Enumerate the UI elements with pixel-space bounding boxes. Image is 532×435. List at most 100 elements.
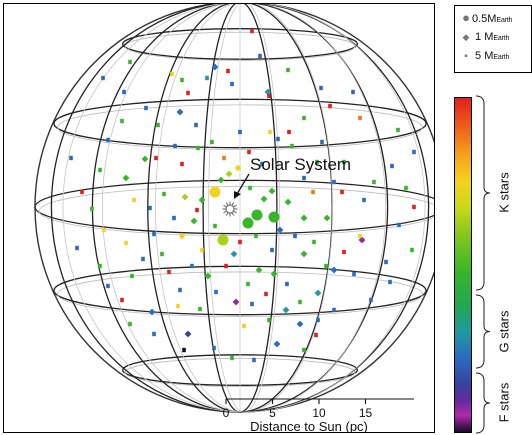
planet-marker-square xyxy=(332,307,336,313)
planet-marker-diamond xyxy=(148,308,156,316)
scale-bar-ticks: 0 5 10 15 xyxy=(223,399,372,420)
planet-marker-square xyxy=(128,59,132,65)
planet-marker-diamond xyxy=(190,217,198,225)
legend-value: 5 xyxy=(472,50,485,62)
sphere-panel: Solar System 0 5 10 15 Distance to Sun (pc) xyxy=(3,3,435,433)
planet-marker-diamond xyxy=(141,155,149,163)
solar-system-label: Solar System xyxy=(250,155,351,174)
legend-item-square: ▪ 5 MEarth xyxy=(460,49,509,63)
planet-marker-diamond xyxy=(314,289,322,297)
planet-marker-diamond xyxy=(330,266,338,274)
planet-marker-square xyxy=(286,67,290,73)
planet-marker-square xyxy=(144,105,148,111)
planet-marker-square xyxy=(195,207,199,213)
planet-marker-square xyxy=(141,256,145,262)
planet-marker-square xyxy=(122,89,126,95)
planet-marker-square xyxy=(260,161,264,167)
planet-marker-square xyxy=(90,206,94,212)
planet-marker-diamond xyxy=(300,250,308,258)
planet-marker-square xyxy=(80,189,84,195)
planet-marker-square xyxy=(214,289,218,295)
planet-marker-square xyxy=(324,263,328,269)
planet-marker-square xyxy=(328,103,332,109)
planet-marker-square xyxy=(342,249,346,255)
planet-marker-circle xyxy=(251,209,263,221)
planet-marker-square xyxy=(268,129,272,135)
planet-marker-square xyxy=(154,155,158,161)
planet-marker-square xyxy=(316,317,320,323)
planet-marker-square xyxy=(224,263,228,269)
planet-marker-square xyxy=(132,197,136,203)
planet-marker-square xyxy=(315,159,319,165)
circle-icon: ● xyxy=(462,10,470,25)
planet-marker-square xyxy=(319,85,323,91)
planet-marker-square xyxy=(106,283,110,289)
planet-marker-square xyxy=(246,281,250,287)
solar-system-marker xyxy=(222,201,238,217)
planet-marker-square xyxy=(293,233,297,239)
planet-marker-diamond xyxy=(204,272,212,280)
planet-marker-square xyxy=(172,215,176,221)
sphere-grid xyxy=(34,4,434,413)
planet-marker-square xyxy=(75,245,79,251)
planet-marker-square xyxy=(388,279,392,285)
planet-marker-diamond xyxy=(230,250,238,258)
planet-marker-square xyxy=(252,357,256,363)
planet-marker-circle xyxy=(217,234,229,246)
planet-marker-circle xyxy=(268,211,280,223)
planet-marker-square xyxy=(412,204,416,210)
solar-system-arrow xyxy=(236,173,250,195)
planet-marker-square xyxy=(250,301,254,307)
planet-marker-diamond xyxy=(178,232,186,240)
planet-marker-square xyxy=(362,197,366,203)
planet-marker-square xyxy=(148,205,152,211)
planet-marker-square xyxy=(190,263,194,269)
scale-tick-label: 10 xyxy=(312,406,326,420)
planet-marker-square xyxy=(358,115,362,121)
bracket-2 xyxy=(475,294,491,369)
planet-marker-square xyxy=(180,161,184,167)
scale-tick-label: 5 xyxy=(269,406,276,420)
planet-marker-diamond xyxy=(217,176,225,184)
planet-marker-square xyxy=(270,247,274,253)
planet-marker-square xyxy=(384,259,388,265)
planet-marker-square xyxy=(340,189,344,195)
planet-marker-square xyxy=(162,191,166,197)
planet-marker-square xyxy=(238,129,242,135)
color-bar-brackets xyxy=(475,95,491,434)
mass-legend: ● 0.5MEarth ◆ 1 MEarth ▪ 5 MEarth xyxy=(454,5,532,73)
planet-marker-square xyxy=(152,231,156,237)
planet-marker-square xyxy=(230,81,234,87)
planet-marker-square xyxy=(102,227,106,233)
square-icon: ▪ xyxy=(464,51,468,62)
planet-marker-diamond xyxy=(296,320,304,328)
planet-marker-diamond xyxy=(260,195,268,203)
planet-marker-square xyxy=(152,331,156,337)
star-class-label: K stars xyxy=(496,172,512,213)
bracket-1 xyxy=(475,95,491,291)
planet-marker-diamond xyxy=(176,108,184,116)
planet-marker-square xyxy=(396,127,400,133)
planet-marker-square xyxy=(170,71,174,77)
planet-marker-square xyxy=(250,28,254,34)
planet-marker-square xyxy=(302,347,306,353)
planet-marker-square xyxy=(242,323,246,329)
planet-marker-square xyxy=(264,291,268,297)
planet-marker-square xyxy=(320,139,324,145)
sun-icon xyxy=(225,204,235,214)
planet-marker-square xyxy=(290,143,294,149)
planet-marker-square xyxy=(390,163,394,169)
legend-unit-subscript: Earth xyxy=(496,17,513,24)
planet-marker-diamond xyxy=(276,226,284,234)
planet-marker-circle xyxy=(242,217,254,229)
planet-marker-square xyxy=(397,222,401,228)
meridian-back-1 xyxy=(208,4,280,413)
planet-marker-square xyxy=(124,240,128,246)
planet-markers xyxy=(69,28,416,363)
planet-marker-diamond xyxy=(184,330,192,338)
planet-marker-square xyxy=(302,175,306,181)
planet-marker-diamond xyxy=(323,214,331,222)
planet-marker-square xyxy=(410,247,414,253)
planet-marker-diamond xyxy=(225,170,233,178)
planet-marker-square xyxy=(372,179,376,185)
